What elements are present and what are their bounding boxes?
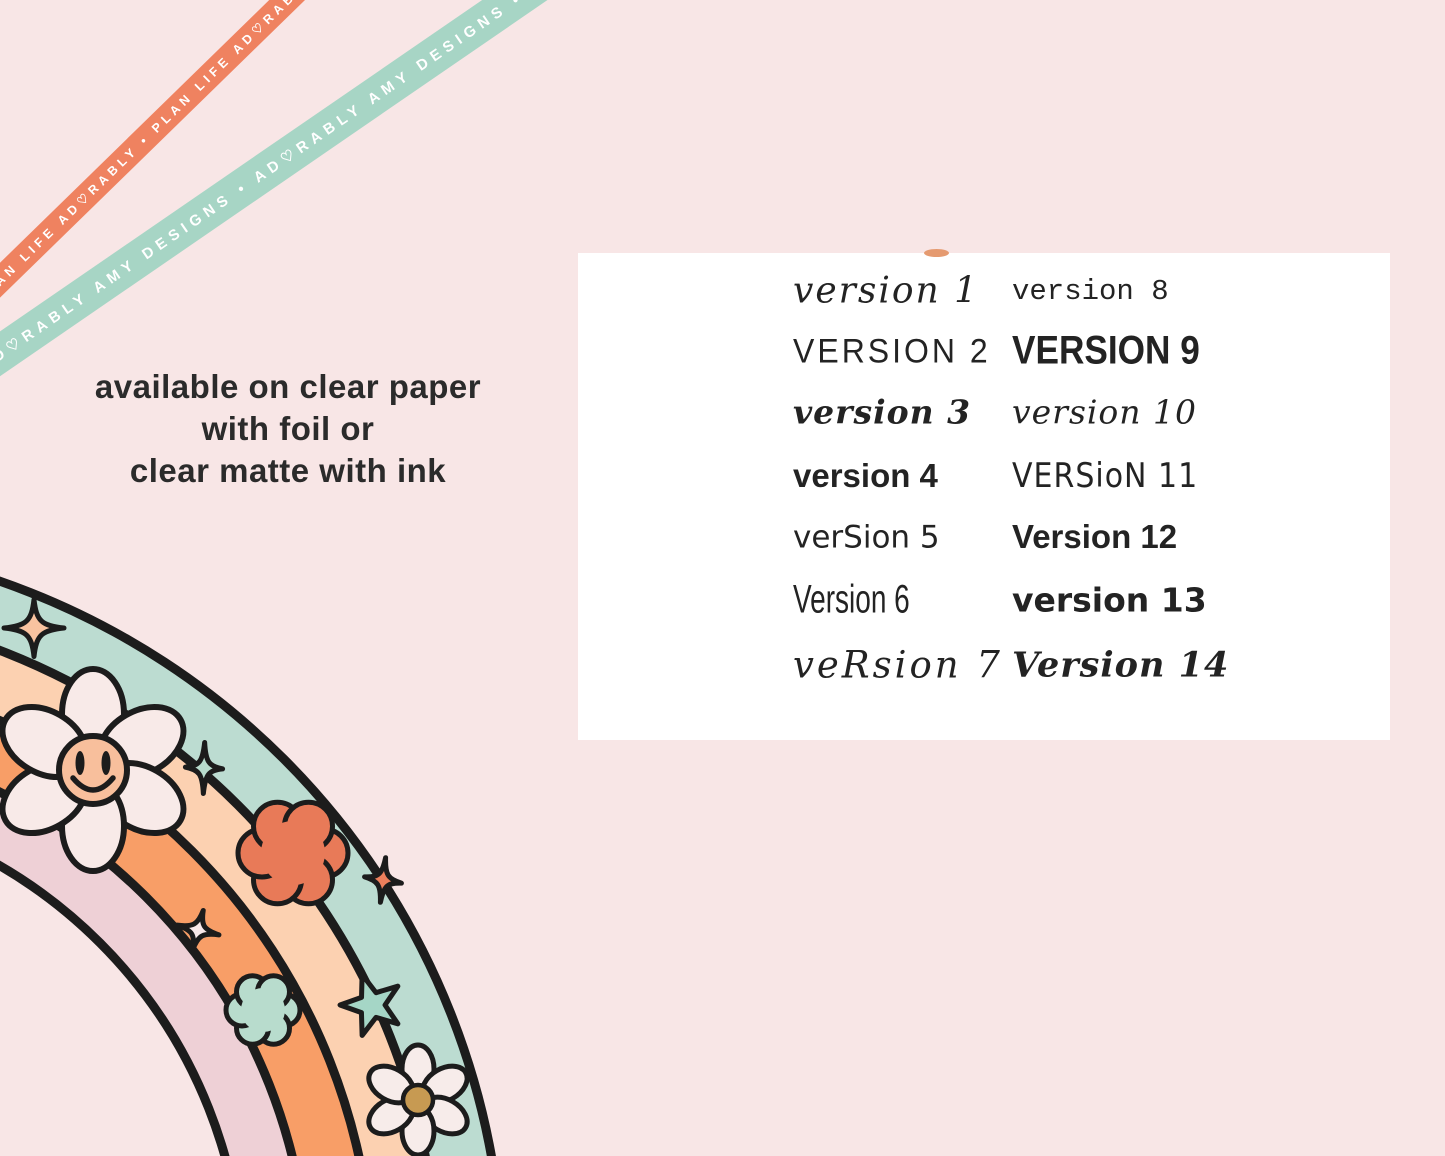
coral-flower-petal (251, 853, 304, 907)
font-sample-text: version 8 (1012, 274, 1169, 308)
daisy-eye (75, 751, 85, 775)
font-sample-text: version 3 (793, 392, 972, 432)
coral-flower-center (261, 821, 325, 885)
rainbow-band-peach (0, 649, 426, 1156)
daisy-face (56, 733, 130, 807)
font-sample-text: Version 14 (1012, 644, 1230, 686)
teal-flower-petal (255, 1009, 292, 1047)
availability-note-line: available on clear paper (94, 368, 482, 405)
white-daisy-petal (420, 1063, 470, 1106)
font-samples-panel: version 1 VERSION 2 version 3 version 4 … (578, 253, 1390, 740)
white-daisy-petals (366, 1042, 470, 1156)
font-sample-version-4: version 4 (793, 457, 938, 495)
font-sample-version-9: VERSION 9 (1012, 329, 1225, 374)
availability-note-line: clear matte with ink (129, 452, 447, 489)
font-sample-version-11: VERSioN 11 (1012, 456, 1199, 496)
rainbow-outline (0, 715, 364, 1156)
white-daisy-petal (420, 1094, 470, 1137)
star-teal-icon (337, 972, 401, 1038)
white-daisy-center (400, 1082, 436, 1118)
font-sample-text: VERSION 2 (793, 331, 991, 371)
rainbow-bands (0, 580, 492, 1156)
sparkle-white-icon (172, 906, 224, 955)
white-daisy-petal (366, 1094, 416, 1137)
font-sample-text: VERSioN 11 (1012, 456, 1199, 496)
sparkle-teal-icon (185, 742, 223, 795)
sparkle-peach-icon (4, 600, 64, 657)
teal-flower-center (241, 988, 285, 1032)
coral-flower-petal (235, 826, 289, 880)
white-daisy-petal (366, 1063, 416, 1106)
teal-flower-petal (265, 991, 303, 1029)
font-sample-text: version 13 (1012, 580, 1207, 620)
font-sample-version-2: VERSION 2 (793, 331, 991, 371)
font-sample-text: version 4 (793, 457, 938, 495)
font-sample-version-14: Version 14 (1012, 645, 1229, 686)
font-sample-text: Version 12 (1012, 518, 1178, 556)
daisy-eye (101, 751, 111, 775)
daisy-petal (0, 759, 90, 837)
rainbow-outline (0, 576, 496, 1156)
font-sample-text: veRsion 7 (793, 643, 1003, 687)
coral-flower-petal (297, 826, 351, 880)
white-daisy-petal (399, 1104, 437, 1156)
font-sample-version-10: version 10 (1012, 393, 1197, 432)
daisy-smile (70, 775, 116, 793)
daisy-petal (96, 759, 187, 837)
availability-note-line: with foil or (201, 410, 375, 447)
font-sample-version-7: veRsion 7 (793, 644, 1003, 687)
daisy-petals (0, 666, 187, 874)
teal-flower-petal (255, 973, 292, 1011)
accent-sliver (924, 249, 949, 257)
font-sample-text: verSion 5 (793, 519, 940, 556)
rainbow-decorations (0, 600, 470, 1156)
teal-flower (223, 973, 303, 1047)
font-sample-version-13: version 13 (1012, 581, 1207, 620)
rainbow-outline (0, 787, 297, 1156)
white-daisy-petal (399, 1042, 437, 1096)
font-sample-version-6: Version 6 (793, 578, 960, 623)
rainbow-band-orange (0, 720, 360, 1156)
coral-flower-petal (251, 799, 304, 853)
font-sample-text: Version 6 (793, 577, 910, 622)
font-sample-text: VERSION 9 (1012, 328, 1200, 373)
teal-flower-petal (234, 973, 271, 1011)
daisy-petal (59, 666, 127, 762)
coral-flower (235, 799, 351, 907)
font-sample-version-1: version 1 (793, 271, 979, 312)
daisy-smiley-flower (0, 666, 187, 874)
rainbow-outlines (0, 576, 496, 1156)
rainbow-outline (0, 645, 430, 1156)
font-sample-text: version 10 (1012, 392, 1198, 432)
font-sample-version-5: verSion 5 (793, 519, 940, 555)
coral-flower-petal (282, 853, 335, 907)
availability-note: available on clear paper with foil or cl… (48, 366, 528, 492)
font-sample-text: version 1 (793, 270, 980, 312)
teal-flower-petal (234, 1009, 271, 1047)
daisy-petal (0, 703, 90, 781)
daisy-petal (96, 703, 187, 781)
rainbow-outline (0, 860, 230, 1156)
rainbow-band-teal (0, 580, 492, 1156)
sparkle-coral-icon (362, 855, 404, 906)
font-sample-version-3: version 3 (793, 393, 971, 432)
teal-flower-petal (223, 991, 261, 1029)
coral-flower-petal (282, 799, 335, 853)
font-sample-version-8: version 8 (1012, 275, 1169, 308)
white-daisy-flower (366, 1042, 470, 1156)
rainbow-band-pink (0, 791, 293, 1156)
daisy-petal (59, 778, 127, 874)
font-sample-version-12: Version 12 (1012, 518, 1177, 556)
